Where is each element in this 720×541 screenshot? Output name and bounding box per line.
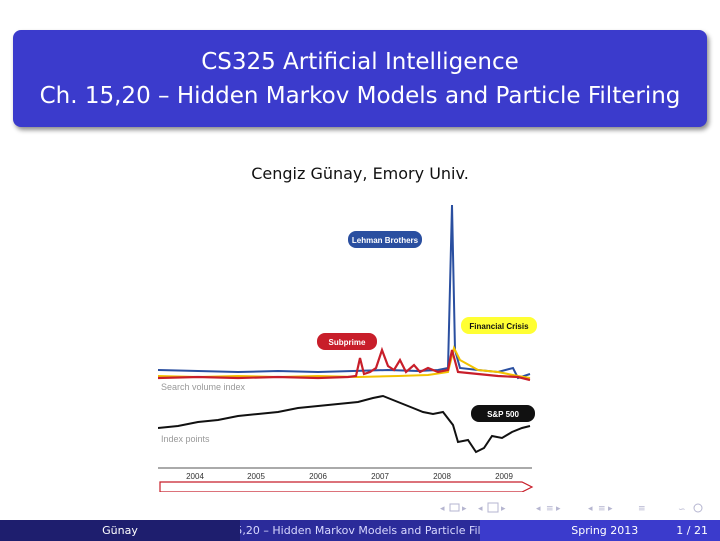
lehman-label: Lehman Brothers [352,236,419,245]
author-line: Cengiz Günay, Emory Univ. [251,164,469,183]
year-2004: 2004 [186,472,204,481]
nav-section-right-icon[interactable]: ▸ [556,504,561,514]
year-2007: 2007 [371,472,389,481]
sp500-pill [471,405,535,422]
series-red-line [158,346,531,382]
series-yellow-line [158,345,531,379]
nav-section-left-icon[interactable]: ◂ [536,504,541,514]
year-2006: 2006 [309,472,327,481]
footer-author: Günay [0,520,240,541]
subprime-label: Subprime [329,338,366,347]
nav-subsection-icon[interactable] [487,502,499,513]
nav-align-icon[interactable]: ≡ [638,504,646,514]
nav-doc-left-icon[interactable]: ◂ [588,504,593,514]
footer-title: Ch. 15,20 – Hidden Markov Models and Par… [240,520,480,541]
search-trends-figure: Lehman Brothers Financial Crisis Subprim… [158,204,537,492]
nav-frame-right-icon[interactable]: ▸ [462,504,467,514]
footer-right: Spring 2013 1 / 21 [480,520,720,541]
title-block: CS325 Artificial Intelligence Ch. 15,20 … [13,30,707,127]
index-points-caption: Index points [161,434,210,444]
nav-doc-icon[interactable]: ≡ [598,504,606,514]
nav-doc-right-icon[interactable]: ▸ [608,504,613,514]
title-line-2: Ch. 15,20 – Hidden Markov Models and Par… [39,82,681,109]
beamer-navigation-symbols[interactable]: ◂ ▸ ◂ ▸ ◂ ≡ ▸ ◂ ≡ ▸ ≡ ∽ [438,500,710,516]
footer-page: 1 / 21 [676,524,708,537]
year-2008: 2008 [433,472,451,481]
footer-date: Spring 2013 [571,524,639,537]
year-ticks: 2004 2005 2006 2007 2008 2009 [186,472,513,481]
nav-frame-icon[interactable] [449,503,460,512]
subprime-pill [317,333,377,350]
year-2005: 2005 [247,472,265,481]
nav-section-icon[interactable]: ≡ [546,504,554,514]
nav-subsection-left-icon[interactable]: ◂ [478,504,483,514]
nav-frame-left-icon[interactable]: ◂ [440,504,445,514]
search-volume-caption: Search volume index [161,382,246,392]
nav-subsection-right-icon[interactable]: ▸ [501,504,506,514]
lehman-pill [348,231,422,248]
series-sp500-line [158,394,531,454]
financial-pill [461,317,537,334]
financial-label: Financial Crisis [469,322,529,331]
footer-bar: Günay Ch. 15,20 – Hidden Markov Models a… [0,520,720,541]
year-2009: 2009 [495,472,513,481]
timeline-arrow [159,481,534,492]
nav-search-icon[interactable]: ∽ [678,505,686,515]
series-blue-line [158,204,531,380]
title-line-1: CS325 Artificial Intelligence [201,48,519,75]
nav-zoom-icon[interactable] [693,503,703,513]
sp500-label: S&P 500 [487,410,519,419]
